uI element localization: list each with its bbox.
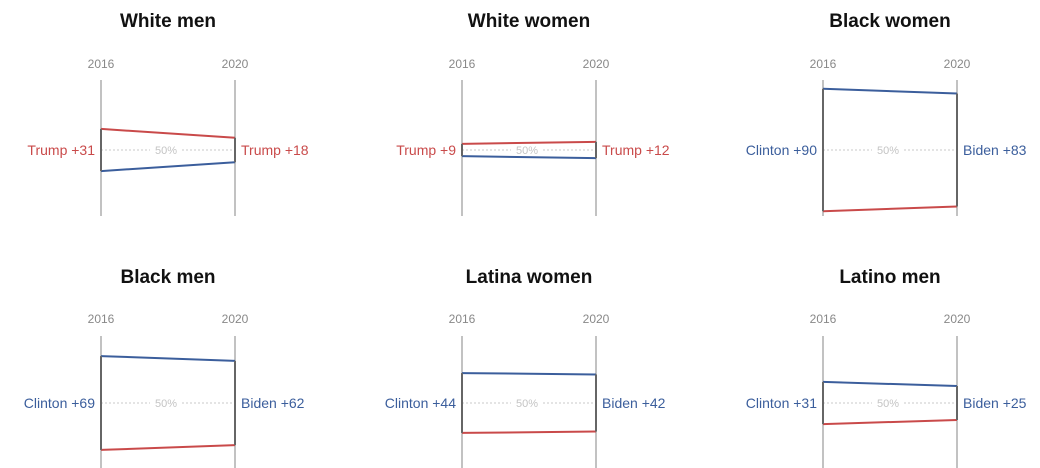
margin-shape-fill	[101, 128, 235, 172]
midline-label: 50%	[877, 398, 899, 410]
year-label-end: 2020	[944, 57, 971, 71]
panel-title: White women	[468, 11, 590, 32]
margin-shape-fill	[823, 88, 957, 212]
year-label-end: 2020	[583, 312, 610, 326]
margin-label-end: Trump +18	[241, 142, 309, 158]
margin-edge-bottom	[100, 444, 236, 451]
margin-shape-fill	[462, 373, 596, 433]
margin-edge-top	[822, 87, 958, 95]
panel-title: Latino men	[839, 267, 940, 288]
margin-shape-fill	[101, 356, 235, 450]
margin-label-end: Biden +83	[963, 142, 1027, 158]
margin-label-end: Biden +62	[241, 395, 305, 411]
margin-label-start: Clinton +31	[746, 395, 817, 411]
midline-label: 50%	[516, 398, 538, 410]
year-label-start: 2016	[88, 312, 115, 326]
margin-shape-fill	[462, 141, 596, 159]
panel-title: White men	[120, 11, 216, 32]
panel-black-women: Black women 2016 2020 50% Clinton +90 Biden +…	[746, 11, 1027, 216]
midline-label: 50%	[877, 145, 899, 157]
margin-edge-top	[100, 127, 236, 139]
panel-black-men: Black men 2016 2020 50% Clinton +69 Biden +62	[24, 267, 305, 468]
year-label-end: 2020	[583, 57, 610, 71]
margin-label-start: Trump +31	[27, 142, 95, 158]
margin-edge-bottom	[461, 430, 597, 434]
margin-edge-top	[100, 355, 236, 362]
midline-label: 50%	[155, 145, 177, 157]
margin-edge-bottom	[100, 161, 236, 173]
panel-white-women: White women 2016 2020 50% Trump +9 Trump +12	[396, 11, 670, 216]
panel-latino-men: Latino men 2016 2020 50% Clinton +31 Biden +2…	[746, 267, 1027, 468]
year-label-start: 2016	[810, 312, 837, 326]
panel-white-men: White men 2016 2020 50% Trump +31 Trump +18	[27, 11, 309, 216]
margin-shape-fill	[823, 381, 957, 425]
margin-label-end: Biden +25	[963, 395, 1027, 411]
margin-label-end: Biden +42	[602, 395, 666, 411]
year-label-start: 2016	[449, 57, 476, 71]
margin-edge-top	[822, 380, 958, 387]
margin-edge-top	[461, 140, 597, 145]
year-label-end: 2020	[222, 57, 249, 71]
panel-title: Black women	[829, 11, 950, 32]
year-label-start: 2016	[88, 57, 115, 71]
midline-label: 50%	[155, 398, 177, 410]
panel-title: Latina women	[466, 267, 593, 288]
year-label-end: 2020	[222, 312, 249, 326]
panel-latina-women: Latina women 2016 2020 50% Clinton +44 Biden …	[385, 267, 666, 468]
panel-title: Black men	[120, 267, 215, 288]
margin-edge-bottom	[461, 155, 597, 160]
margin-edge-top	[461, 372, 597, 376]
margin-edge-bottom	[822, 419, 958, 426]
margin-label-start: Clinton +69	[24, 395, 95, 411]
year-label-start: 2016	[810, 57, 837, 71]
midline-label: 50%	[516, 145, 538, 157]
year-label-start: 2016	[449, 312, 476, 326]
margin-label-end: Trump +12	[602, 142, 670, 158]
margin-label-start: Clinton +90	[746, 142, 817, 158]
year-label-end: 2020	[944, 312, 971, 326]
margin-label-start: Clinton +44	[385, 395, 456, 411]
margin-label-start: Trump +9	[396, 142, 456, 158]
margin-edge-bottom	[822, 205, 958, 213]
